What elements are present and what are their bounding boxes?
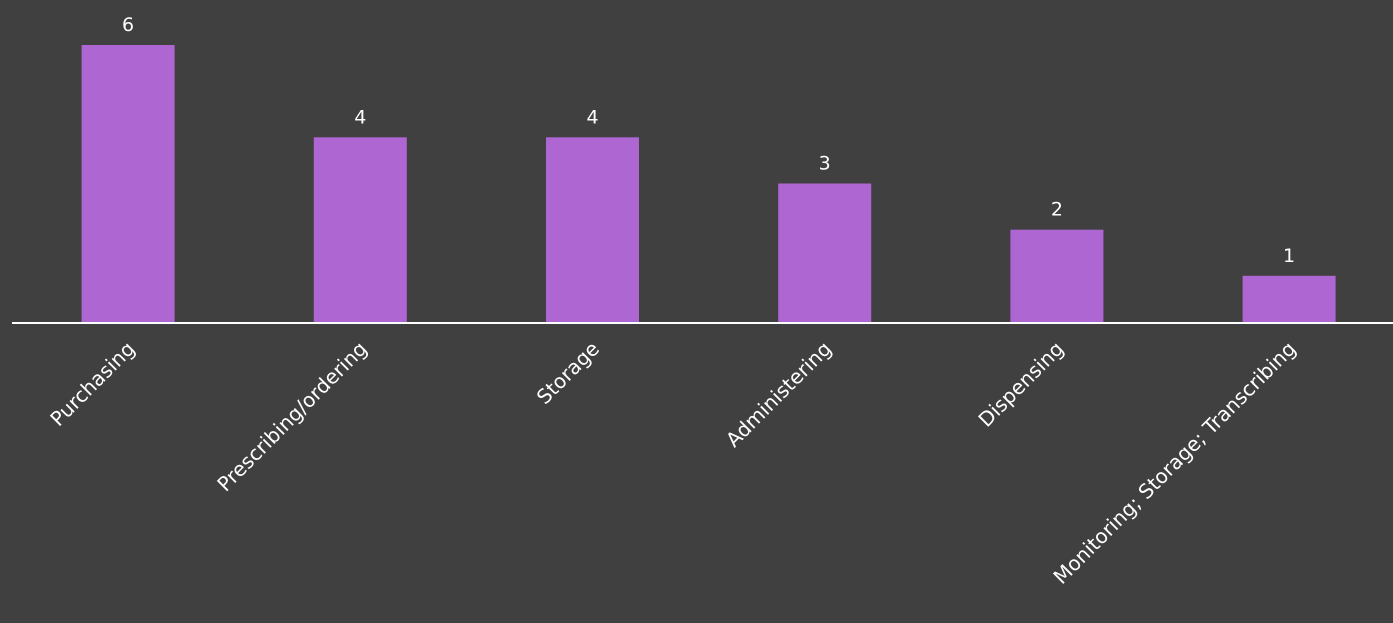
category-labels-group: Purchasing Prescribing/ordering Storage Adm… <box>45 337 1300 589</box>
bar <box>778 183 872 322</box>
bar-value-label: 1 <box>1283 245 1295 267</box>
x-tick-label: Storage <box>532 337 604 409</box>
x-tick-label: Dispensing <box>973 337 1068 432</box>
x-tick-label: Prescribing/ordering <box>212 337 372 497</box>
bar <box>1242 275 1336 322</box>
x-tick-label: Monitoring; Storage; Transcribing <box>1048 337 1300 589</box>
x-tick-label: Purchasing <box>45 337 139 431</box>
bars-group <box>81 45 1336 322</box>
bar-value-label: 3 <box>819 153 831 175</box>
bar-value-label: 4 <box>586 106 598 128</box>
bar <box>546 137 639 322</box>
x-tick-label: Administering <box>721 337 836 452</box>
bar-value-label: 2 <box>1051 199 1063 221</box>
bar <box>1010 229 1104 322</box>
value-labels-group: 6 4 4 3 2 1 <box>122 14 1295 267</box>
bar-value-label: 4 <box>354 106 366 128</box>
bar-value-label: 6 <box>122 14 134 36</box>
bar <box>81 45 175 322</box>
bar <box>313 137 407 322</box>
